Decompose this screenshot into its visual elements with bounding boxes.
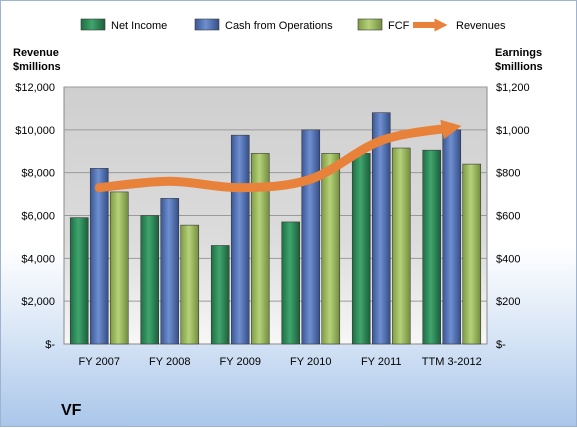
net-income-bar bbox=[422, 149, 442, 345]
net-income-bar bbox=[210, 245, 230, 345]
net-income-bar bbox=[281, 221, 301, 345]
revenue-line bbox=[94, 119, 462, 193]
category-label: FY 2011 bbox=[361, 356, 402, 368]
revenues-line bbox=[94, 119, 462, 193]
cash-from-operations-bar bbox=[230, 134, 250, 345]
legend: Net Income Cash from Operations FCF Revenue… bbox=[80, 18, 506, 32]
legend-swatch bbox=[194, 18, 220, 31]
left-tick-label: $10,000 bbox=[15, 125, 55, 137]
right-axis: $- $200 $400 $600 $800 $1,000 $1,200 bbox=[496, 82, 530, 351]
left-tick-label: $6,000 bbox=[21, 211, 55, 223]
right-tick-label: $- bbox=[496, 339, 506, 351]
left-tick-label: $4,000 bbox=[21, 253, 55, 265]
legend-swatch bbox=[80, 18, 106, 31]
legend-item: FCF bbox=[357, 18, 410, 32]
fcf-bar bbox=[391, 147, 411, 345]
left-axis: $- $2,000 $4,000 $6,000 $8,000 $10,000 $12,000 bbox=[15, 82, 55, 351]
left-tick-label: $- bbox=[45, 339, 55, 351]
left-tick-label: $2,000 bbox=[21, 296, 55, 308]
net-income-bar bbox=[69, 217, 89, 345]
net-income-bar bbox=[351, 153, 371, 345]
bars bbox=[69, 112, 482, 345]
right-tick-label: $400 bbox=[496, 253, 520, 265]
right-tick-label: $1,200 bbox=[496, 82, 530, 94]
right-tick-label: $600 bbox=[496, 211, 520, 223]
x-axis: FY 2007 FY 2008 FY 2009 FY 2010 FY 2011 TTM 3… bbox=[79, 356, 482, 368]
cash-from-operations-bar bbox=[160, 198, 180, 345]
company-label: VF bbox=[61, 402, 82, 419]
left-tick-label: $8,000 bbox=[21, 168, 55, 180]
right-tick-label: $200 bbox=[496, 296, 520, 308]
cash-from-operations-bar bbox=[371, 112, 391, 345]
legend-item: Cash from Operations bbox=[194, 18, 333, 32]
legend-label: Revenues bbox=[456, 20, 506, 32]
left-axis-title-line2: $millions bbox=[13, 61, 61, 73]
right-axis-title-line1: Earnings bbox=[495, 47, 542, 59]
category-label: FY 2008 bbox=[149, 356, 190, 368]
left-axis-title-line1: Revenue bbox=[13, 47, 59, 59]
category-label: TTM 3-2012 bbox=[422, 356, 482, 368]
gridlines bbox=[64, 86, 487, 302]
cash-from-operations-bar bbox=[301, 129, 321, 345]
right-tick-label: $800 bbox=[496, 168, 520, 180]
legend-label: FCF bbox=[388, 20, 410, 32]
fcf-bar bbox=[180, 224, 200, 345]
right-tick-label: $1,000 bbox=[496, 125, 530, 137]
right-axis-title-line2: $millions bbox=[495, 61, 543, 73]
fcf-bar bbox=[109, 191, 129, 345]
legend-label: Net Income bbox=[111, 20, 167, 32]
legend-swatch bbox=[357, 18, 383, 31]
fcf-bar bbox=[250, 153, 270, 345]
category-label: FY 2010 bbox=[290, 356, 331, 368]
left-tick-label: $12,000 bbox=[15, 82, 55, 94]
cash-from-operations-bar bbox=[442, 129, 462, 345]
cash-from-operations-bar bbox=[89, 168, 109, 345]
legend-item: Net Income bbox=[80, 18, 167, 32]
fcf-bar bbox=[321, 153, 341, 345]
legend-item: Revenues bbox=[413, 18, 506, 32]
legend-label: Cash from Operations bbox=[225, 20, 333, 32]
net-income-bar bbox=[140, 215, 160, 345]
category-label: FY 2009 bbox=[220, 356, 261, 368]
fcf-bar bbox=[462, 163, 482, 345]
category-label: FY 2007 bbox=[79, 356, 120, 368]
